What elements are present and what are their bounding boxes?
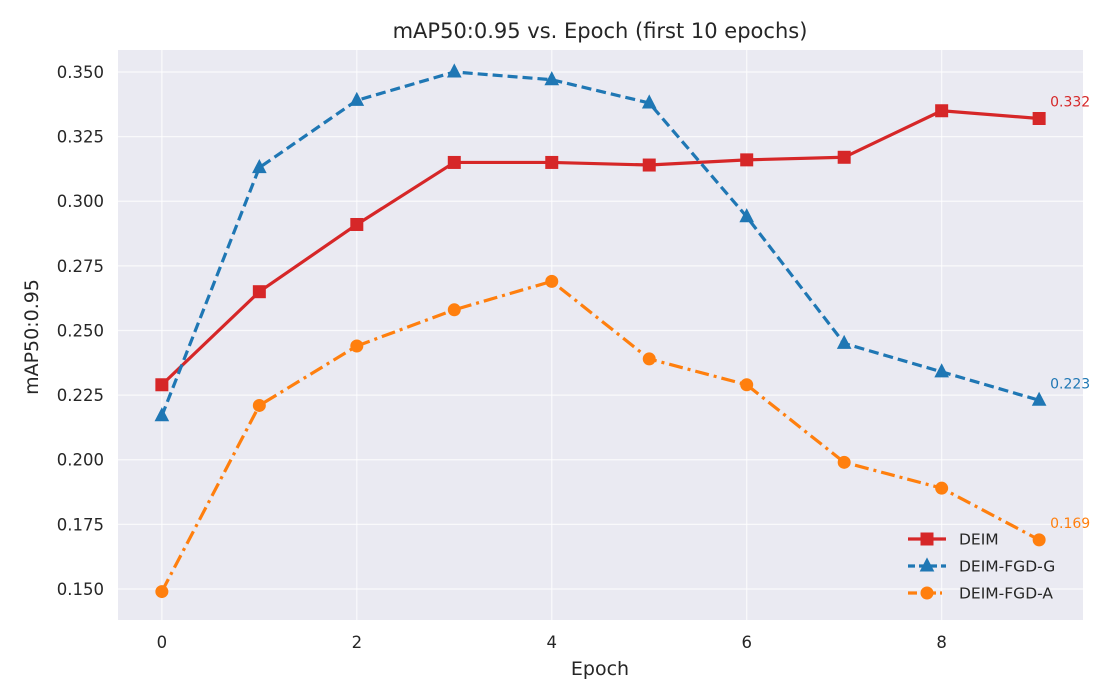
data-point [545, 274, 559, 288]
y-tick-label: 0.275 [57, 257, 104, 276]
data-point [447, 303, 461, 317]
data-point [350, 339, 364, 353]
data-point [642, 352, 656, 366]
data-point [447, 155, 461, 169]
series-line [160, 109, 1040, 386]
series-deim-fgd-a [155, 274, 1046, 599]
series-deim-fgd-g [154, 63, 1047, 422]
plot-area [118, 50, 1083, 620]
legend-label: DEIM-FGD-G [959, 558, 1055, 576]
y-tick-label: 0.200 [57, 451, 104, 470]
data-point [935, 481, 949, 495]
y-tick-label: 0.150 [57, 580, 104, 599]
y-tick-label: 0.175 [57, 515, 104, 534]
x-axis-ticks: 0 2 4 6 8 [157, 633, 947, 652]
data-point [446, 63, 462, 78]
legend-label: DEIM [959, 531, 999, 549]
data-point [1032, 112, 1046, 126]
data-point [739, 208, 755, 223]
y-axis-label: mAP50:0.95 [21, 279, 43, 395]
y-tick-label: 0.350 [57, 63, 104, 82]
legend-item: DEIM-FGD-G [908, 557, 1055, 576]
data-point [642, 158, 656, 172]
legend-marker [919, 557, 935, 572]
data-point [1031, 391, 1047, 406]
data-point [836, 334, 852, 349]
y-tick-label: 0.250 [57, 321, 104, 340]
data-point [545, 155, 559, 169]
end-value-label: 0.332 [1050, 95, 1090, 111]
data-point [252, 285, 266, 299]
data-point [740, 378, 754, 392]
chart-title: mAP50:0.95 vs. Epoch (first 10 epochs) [393, 19, 808, 43]
y-axis-ticks: 0.150 0.175 0.200 0.225 0.250 0.275 0.300 0.325… [57, 63, 104, 599]
x-axis-label: Epoch [571, 658, 629, 680]
x-tick-label: 8 [936, 633, 947, 652]
data-point [252, 159, 267, 174]
series-deim [155, 104, 1046, 392]
legend-item: DEIM-FGD-A [908, 585, 1053, 603]
data-point [349, 91, 365, 106]
x-tick-label: 6 [741, 633, 752, 652]
data-point [935, 104, 949, 118]
legend-label: DEIM-FGD-A [959, 585, 1053, 603]
data-point [155, 378, 169, 392]
y-tick-label: 0.325 [57, 128, 104, 147]
legend-item: DEIM [908, 531, 999, 549]
y-tick-label: 0.300 [57, 192, 104, 211]
legend-marker [920, 586, 934, 600]
data-point [837, 455, 851, 469]
series-layer [154, 63, 1047, 599]
x-tick-label: 4 [547, 633, 558, 652]
end-value-label: 0.223 [1050, 376, 1090, 392]
data-point [740, 153, 754, 167]
data-point [350, 217, 364, 231]
data-point [544, 71, 560, 86]
legend-marker [920, 532, 934, 546]
end-value-label: 0.169 [1050, 516, 1090, 532]
data-point [934, 363, 949, 378]
data-point [641, 94, 657, 109]
y-tick-label: 0.225 [57, 386, 104, 405]
x-tick-label: 0 [157, 633, 168, 652]
end-labels: 0.332 0.223 0.169 [1050, 95, 1090, 532]
legend: DEIM DEIM-FGD-G DEIM-FGD-A [908, 531, 1055, 603]
data-point [155, 585, 169, 599]
x-tick-label: 2 [352, 633, 363, 652]
data-point [1032, 533, 1046, 547]
grid-lines [118, 50, 1083, 620]
series-line [160, 70, 1040, 417]
series-line [160, 279, 1040, 593]
data-point [252, 398, 266, 412]
data-point [154, 407, 170, 422]
data-point [837, 150, 851, 164]
